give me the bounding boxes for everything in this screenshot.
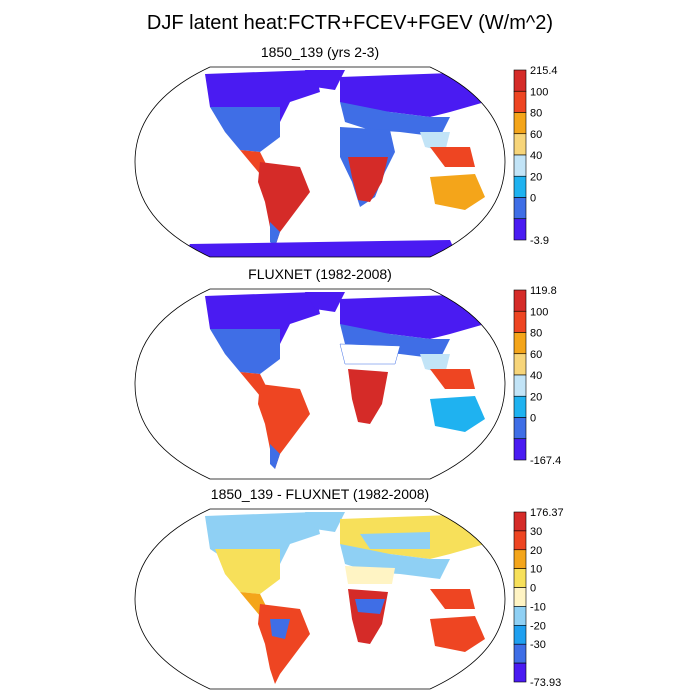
- colorbar-label: 0: [530, 583, 536, 595]
- colorbar-swatch: [513, 374, 527, 397]
- colorbar-label: 20: [530, 171, 542, 183]
- greenland: [305, 70, 345, 90]
- africa-central: [348, 157, 388, 202]
- antarctica: [180, 240, 460, 257]
- map-border: [134, 66, 506, 258]
- colorbar-label: 215.4: [530, 65, 558, 77]
- colorbar-label: 80: [530, 108, 542, 120]
- figure-title: DJF latent heat:FCTR+FCEV+FGEV (W/m^2): [146, 12, 554, 34]
- colorbar-swatch: [513, 530, 527, 551]
- colorbar-label: 80: [530, 328, 542, 340]
- colorbar-label: 40: [530, 150, 542, 162]
- colorbar-swatch: [513, 133, 527, 156]
- colorbar-panel-2: 119.8 100 80 60 40 20 0 -167.4: [513, 285, 561, 467]
- sahara: [345, 566, 395, 584]
- colorbar-label: -20: [530, 620, 546, 632]
- eurasia-north: [340, 294, 485, 339]
- panel-3-title: 1850_139 - FLUXNET (1982-2008): [210, 486, 430, 502]
- colorbar-label: 60: [530, 349, 542, 361]
- australia: [430, 174, 485, 210]
- southeast-asia: [430, 369, 475, 389]
- colorbar-swatch: [513, 69, 527, 92]
- eurasia-south: [340, 102, 450, 137]
- colorbar-label: -30: [530, 639, 546, 651]
- colorbar-swatch: [513, 310, 527, 333]
- colorbar-swatch: [513, 175, 527, 198]
- eurasia-band: [360, 532, 430, 549]
- map-panel-3: [134, 508, 506, 690]
- colorbar-swatch: [513, 549, 527, 569]
- south-america-tip: [270, 222, 280, 247]
- colorbar-swatch: [513, 643, 527, 664]
- map-border: [134, 288, 506, 480]
- australia: [430, 616, 485, 652]
- colorbar-label: 10: [530, 564, 542, 576]
- africa-central: [348, 369, 388, 424]
- colorbar-swatch: [513, 112, 527, 135]
- eurasia-north: [340, 72, 485, 117]
- colorbar-panel-3: 176.37 30 20 10 0 -10 -20 -30 -73.93: [513, 507, 564, 689]
- north-america-south: [210, 107, 280, 152]
- colorbar-swatch: [513, 154, 527, 177]
- colorbar-swatch: [513, 438, 527, 461]
- colorbar-swatch: [513, 417, 527, 440]
- colorbar-label: -10: [530, 601, 546, 613]
- greenland: [305, 292, 345, 312]
- colorbar-panel-1: 215.4 100 80 60 40 20 0 -3.9: [513, 65, 558, 247]
- south-america-negative: [270, 619, 290, 639]
- colorbar-label: 100: [530, 86, 548, 98]
- colorbar-swatch: [513, 289, 527, 312]
- southeast-asia: [430, 147, 475, 167]
- colorbar-swatch: [513, 197, 527, 220]
- colorbar-label: 60: [530, 129, 542, 141]
- colorbar-label: 0: [530, 413, 536, 425]
- panel-1-title: 1850_139 (yrs 2-3): [260, 44, 380, 60]
- colorbar-label: -167.4: [530, 455, 561, 467]
- africa-negative: [355, 599, 385, 614]
- colorbar-swatch: [513, 511, 527, 532]
- colorbar-swatch: [513, 606, 527, 626]
- greenland: [305, 512, 345, 532]
- colorbar-swatch: [513, 662, 527, 683]
- colorbar-swatch: [513, 587, 527, 607]
- colorbar-label: 30: [530, 526, 542, 538]
- colorbar-label: 40: [530, 370, 542, 382]
- colorbar-label: 176.37: [530, 507, 564, 519]
- north-america-south: [210, 329, 280, 374]
- colorbar-label: 100: [530, 306, 548, 318]
- colorbar-swatch: [513, 395, 527, 418]
- map-panel-2: [134, 288, 506, 480]
- colorbar-swatch: [513, 218, 527, 241]
- colorbar-label: 20: [530, 545, 542, 557]
- colorbar-label: 20: [530, 391, 542, 403]
- colorbar-swatch: [513, 625, 527, 645]
- colorbar-swatch: [513, 90, 527, 113]
- north-america-south: [215, 549, 280, 594]
- panel-2-title: FLUXNET (1982-2008): [248, 266, 392, 282]
- colorbar-label: 119.8: [530, 285, 557, 297]
- map-border: [134, 508, 506, 690]
- south-america-tip: [270, 444, 280, 469]
- colorbar-label: -3.9: [530, 235, 549, 247]
- colorbar-label: 0: [530, 193, 536, 205]
- colorbar-swatch: [513, 332, 527, 355]
- sahara-missing: [339, 343, 401, 365]
- australia: [430, 396, 485, 432]
- southeast-asia: [430, 589, 475, 609]
- map-panel-1: [134, 66, 506, 258]
- colorbar-label: -73.93: [530, 677, 561, 689]
- colorbar-swatch: [513, 353, 527, 376]
- colorbar-swatch: [513, 568, 527, 588]
